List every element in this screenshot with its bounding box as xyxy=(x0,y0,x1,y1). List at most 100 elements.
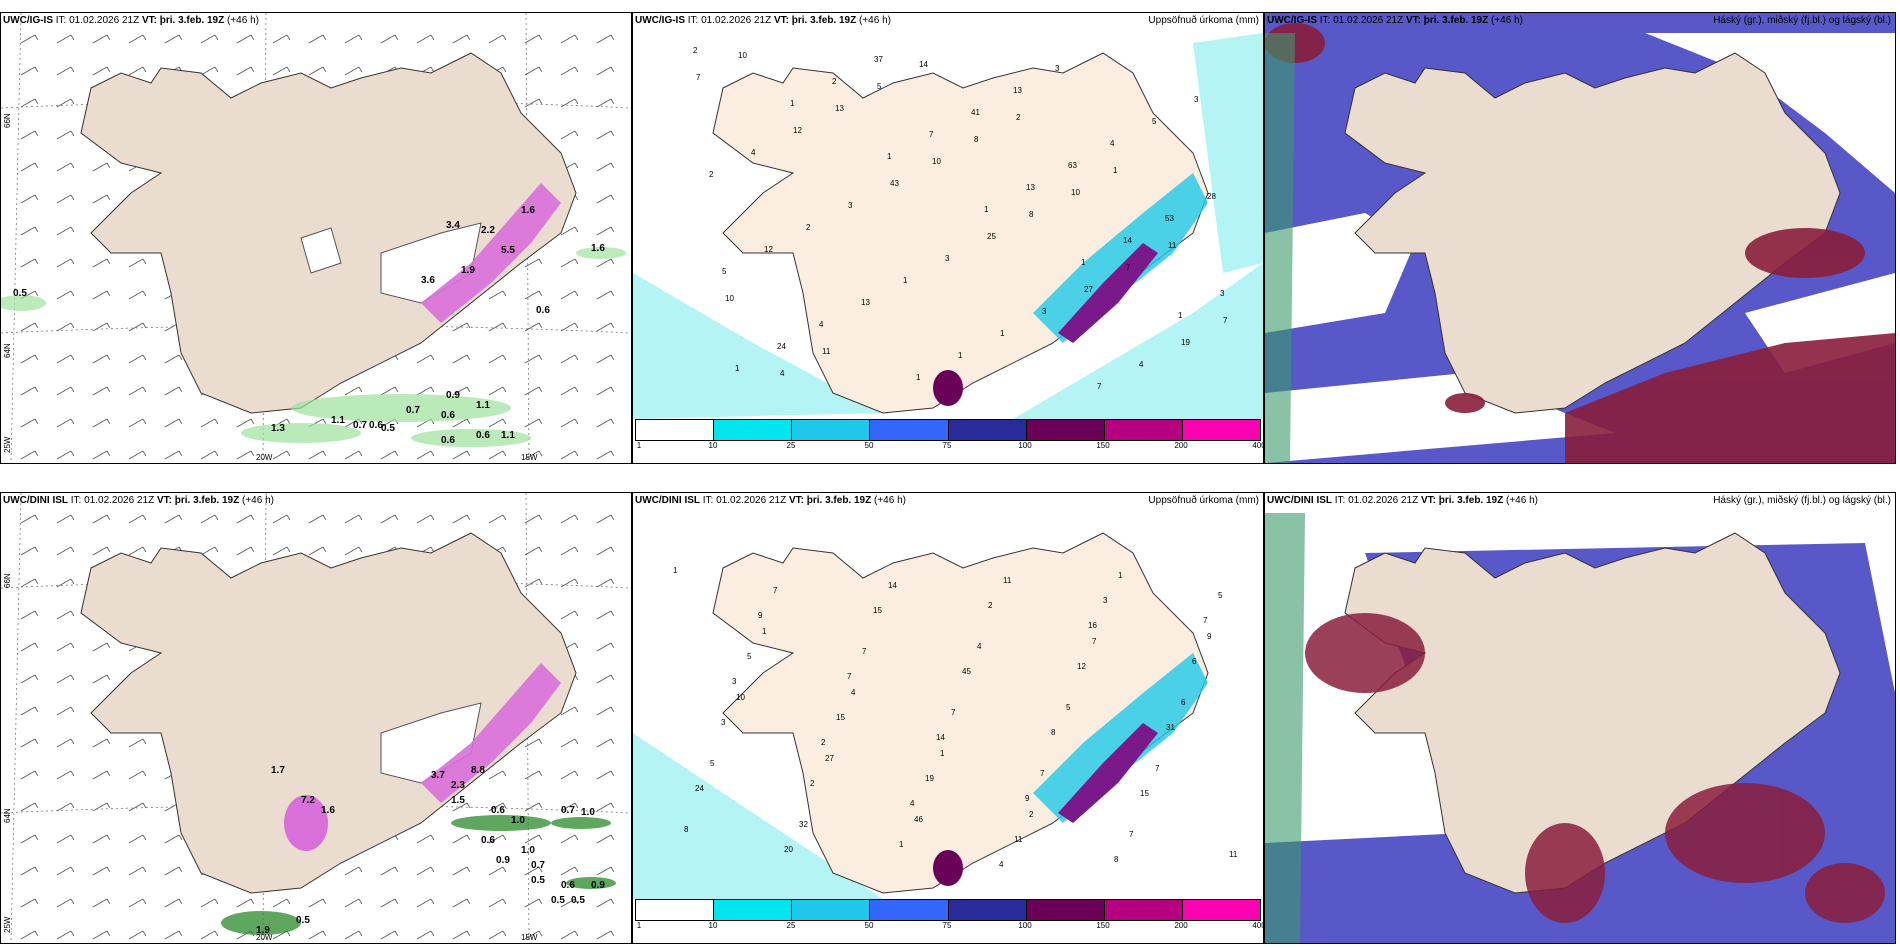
panel-header: UWC/DINI ISL IT: 01.02.2026 21Z VT: þri.… xyxy=(3,495,274,506)
precip-blue-band xyxy=(1033,653,1208,823)
wind-barb xyxy=(92,898,111,908)
panel-subtitle: Háský (gr.), miðský (fj.bl.) og lágský (… xyxy=(1713,495,1891,506)
map-value-label: 3 xyxy=(1103,596,1108,605)
map-value-label: 0.6 xyxy=(536,305,550,316)
wind-barb xyxy=(524,834,543,844)
legend-label: 10 xyxy=(708,441,718,450)
wind-barb xyxy=(20,354,39,364)
precip-value-labels: 1141219102746117653214457877777551519113… xyxy=(673,566,1238,869)
map-value-label: 14 xyxy=(1123,236,1132,245)
wind-barb xyxy=(20,706,39,716)
legend-swatch xyxy=(1026,420,1105,440)
precip-value-labels: 1.90.50.61.00.9 0.70.7 1.01.00.60.5 0.6 0.90… xyxy=(256,765,605,936)
wind-barb xyxy=(416,450,435,460)
wind-barb xyxy=(56,258,75,268)
wind-barb xyxy=(596,450,615,460)
glacier-langjokull xyxy=(300,227,342,274)
wind-barb xyxy=(596,354,615,364)
map-value-label: 7 xyxy=(951,708,956,717)
wind-barb xyxy=(452,898,471,908)
precip-south-core xyxy=(933,370,963,406)
wind-barb xyxy=(380,930,399,940)
wind-barb xyxy=(452,866,471,876)
wind-barb xyxy=(20,34,39,44)
map-value-label: 3.7 xyxy=(431,770,445,781)
wind-barb xyxy=(524,930,543,940)
map-value-label: 2.2 xyxy=(481,225,495,236)
wind-barb xyxy=(56,930,75,940)
wind-barb xyxy=(164,354,183,364)
wind-barb xyxy=(560,738,579,748)
wind-barb xyxy=(128,418,147,428)
wind-barb xyxy=(20,866,39,876)
map-value-label: 0.6 xyxy=(481,835,495,846)
wind-barb xyxy=(452,514,471,524)
map-value-label: 1.6 xyxy=(591,243,605,254)
map-value-label: 12 xyxy=(793,126,802,135)
wind-barb xyxy=(272,514,291,524)
map-value-label: 7 xyxy=(1203,616,1208,625)
lon-tick-20: 20W xyxy=(256,933,273,942)
map-value-label: 0.6 xyxy=(491,805,505,816)
wind-barb xyxy=(56,866,75,876)
precip-value-labels: 2111111271314324374163535411342812131352… xyxy=(693,46,1228,391)
wind-barb xyxy=(560,706,579,716)
map-value-label: 1.5 xyxy=(451,795,465,806)
wind-barb xyxy=(488,418,507,428)
wind-barb xyxy=(164,418,183,428)
panel-subtitle: Uppsöfnuð úrkoma (mm) xyxy=(1148,495,1259,506)
map-value-label: 0.7 xyxy=(353,420,367,431)
cloud-high-edge xyxy=(1265,33,1295,463)
wind-barb xyxy=(596,802,615,812)
map-value-label: 5 xyxy=(710,759,715,768)
legend-label: 1 xyxy=(636,921,642,930)
map-value-label: 3 xyxy=(732,677,737,686)
wind-barb xyxy=(524,450,543,460)
wind-barb xyxy=(20,98,39,108)
map-value-label: 0.9 xyxy=(496,855,510,866)
panel-subtitle: Háský (gr.), miðský (fj.bl.) og lágský (… xyxy=(1713,15,1891,26)
wind-barb xyxy=(20,674,39,684)
legend-swatch xyxy=(792,420,871,440)
wind-barb xyxy=(20,322,39,332)
wind-barb xyxy=(92,450,111,460)
map-value-label: 5 xyxy=(1218,591,1223,600)
map-value-label: 0.9 xyxy=(591,880,605,891)
map-value-label: 11 xyxy=(1014,835,1023,844)
wind-barb xyxy=(56,546,75,556)
wind-barb xyxy=(128,450,147,460)
map-value-label: 63 xyxy=(1068,161,1077,170)
wind-barb xyxy=(524,290,543,300)
wind-barb xyxy=(164,450,183,460)
legend-swatch xyxy=(714,900,793,920)
legend-label: 150 xyxy=(1096,441,1110,450)
wind-barb xyxy=(380,450,399,460)
wind-barb xyxy=(560,66,579,76)
wind-barb xyxy=(56,290,75,300)
map-value-label: 8.8 xyxy=(471,765,485,776)
wind-barb xyxy=(56,34,75,44)
map-value-label: 4 xyxy=(1139,360,1144,369)
map-value-label: 5 xyxy=(1152,117,1157,126)
wind-barb xyxy=(524,546,543,556)
lat-tick-66: 66N xyxy=(3,113,12,128)
panel-header: UWC/DINI ISL IT: 01.02.2026 21Z VT: þri.… xyxy=(635,495,906,506)
map-value-label: 0.6 xyxy=(369,420,383,431)
map-value-label: 2 xyxy=(832,77,837,86)
wind-barb xyxy=(236,450,255,460)
map-value-label: 2 xyxy=(709,170,714,179)
wind-barb xyxy=(92,642,111,652)
map-value-label: 1 xyxy=(735,364,740,373)
wind-barb xyxy=(452,802,471,812)
wind-barb xyxy=(128,386,147,396)
wind-barb xyxy=(524,98,543,108)
ocean-precip-green xyxy=(1,247,626,447)
iceland-landmass xyxy=(712,532,1209,894)
map-value-label: 1 xyxy=(899,840,904,849)
wind-barb xyxy=(272,450,291,460)
map-canvas: 0.50.60.91.11.31.1 0.7 0.60.50.7 0.60.6 0.6 1… xyxy=(1,13,631,463)
map-value-label: 1.0 xyxy=(511,815,525,826)
wind-barb xyxy=(596,226,615,236)
wind-barb xyxy=(92,418,111,428)
legend-label: 50 xyxy=(864,921,874,930)
